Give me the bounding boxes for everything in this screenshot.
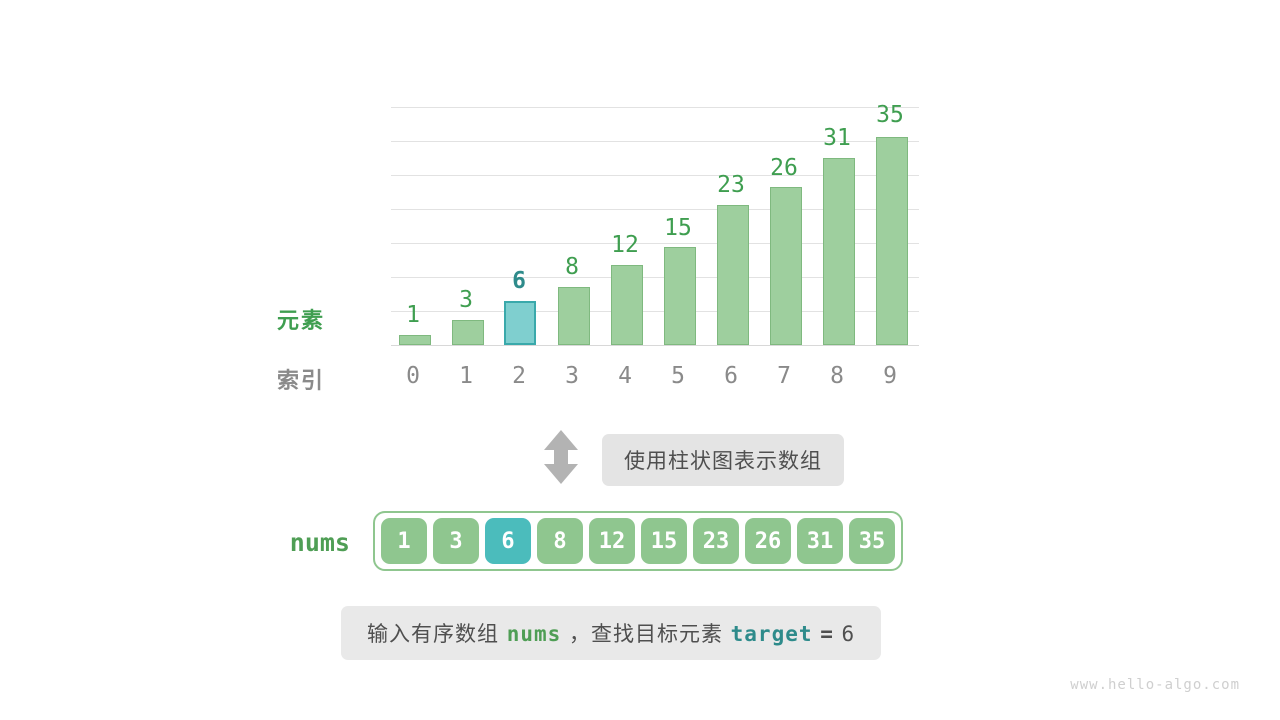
bar-chart [391,107,919,346]
caption-target-value: 6 [841,622,856,646]
index-label-9: 9 [883,363,897,389]
array-name-label: nums [289,528,350,557]
caption-code-nums: nums [506,622,562,646]
bar-value-label-1: 3 [459,287,473,313]
index-label-8: 8 [830,363,844,389]
bar-2-highlighted [504,301,536,345]
index-label-5: 5 [671,363,685,389]
caption-text-part2: ，查找目标元素 [568,622,723,646]
bar-value-label-7: 26 [770,155,798,181]
index-label-1: 1 [459,363,473,389]
array-cell-2-highlighted[interactable]: 6 [485,518,531,564]
gridline [391,209,919,210]
bar-8 [823,158,855,345]
bar-value-label-0: 1 [406,302,420,328]
array-cell-7[interactable]: 26 [745,518,791,564]
gridline [391,243,919,244]
bar-0 [399,335,431,345]
caption-text-part1: 输入有序数组 [367,622,499,646]
bar-1 [452,320,484,345]
gridline [391,141,919,142]
bar-7 [770,187,802,345]
gridline [391,107,919,108]
array-cell-4[interactable]: 12 [589,518,635,564]
problem-statement-caption: 输入有序数组 nums ，查找目标元素 target = 6 [341,606,882,660]
array-cell-9[interactable]: 35 [849,518,895,564]
array-cell-0[interactable]: 1 [381,518,427,564]
connector-caption: 使用柱状图表示数组 [602,434,844,486]
caption-equals: = [820,622,834,646]
bar-value-label-3: 8 [565,254,579,280]
bar-9 [876,137,908,345]
watermark: www.hello-algo.com [1070,677,1240,693]
bar-6 [717,205,749,345]
array-cell-1[interactable]: 3 [433,518,479,564]
bar-5 [664,247,696,345]
gridline [391,311,919,312]
bar-value-label-5: 15 [664,215,692,241]
array-cell-8[interactable]: 31 [797,518,843,564]
chart-baseline [391,345,919,346]
index-row-title: 索引 [276,369,325,394]
bar-3 [558,287,590,345]
caption-code-target: target [730,622,813,646]
array-cell-6[interactable]: 23 [693,518,739,564]
index-label-6: 6 [724,363,738,389]
bar-value-label-4: 12 [611,232,639,258]
index-label-7: 7 [777,363,791,389]
bar-4 [611,265,643,345]
bar-value-label-6: 23 [717,172,745,198]
index-label-4: 4 [618,363,632,389]
bar-value-label-9: 35 [876,102,904,128]
gridline [391,277,919,278]
gridline [391,175,919,176]
index-label-2: 2 [512,363,526,389]
array-container: 1 3 6 8 12 15 23 26 31 35 [373,511,903,571]
double-arrow-vertical-icon [544,430,578,484]
bar-value-label-2: 6 [512,268,526,294]
array-cell-3[interactable]: 8 [537,518,583,564]
index-label-3: 3 [565,363,579,389]
element-row-title: 元素 [276,309,325,334]
bar-value-label-8: 31 [823,125,851,151]
index-label-0: 0 [406,363,420,389]
array-cell-5[interactable]: 15 [641,518,687,564]
